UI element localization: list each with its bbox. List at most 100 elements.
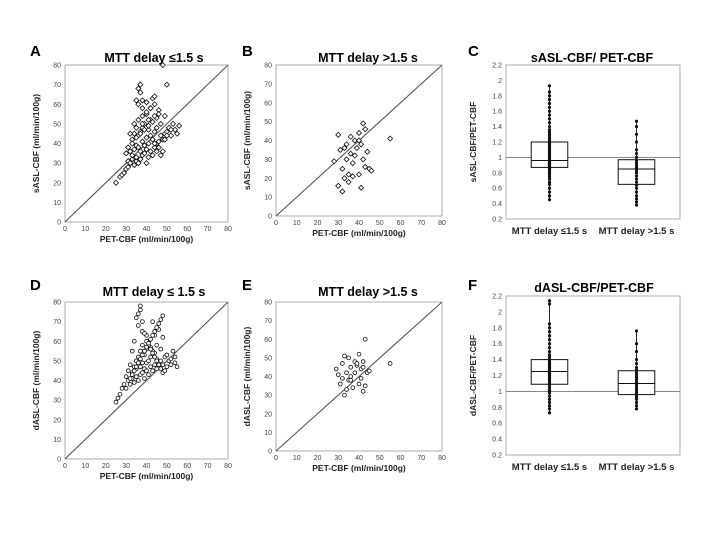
data-point (368, 167, 375, 174)
x-tick-label: 60 (397, 220, 405, 227)
data-point (362, 163, 369, 170)
data-point (634, 342, 639, 346)
data-point (137, 130, 144, 137)
data-point (341, 175, 348, 182)
data-point (547, 355, 552, 359)
data-point (547, 194, 552, 198)
data-point (133, 134, 140, 141)
x-tick-label: 20 (314, 455, 322, 462)
data-point (547, 98, 552, 102)
y-tick-label: 10 (53, 437, 61, 444)
data-point (140, 352, 145, 358)
data-point (367, 368, 372, 374)
data-point (335, 372, 341, 377)
data-point (634, 370, 639, 374)
data-point (123, 374, 129, 379)
data-point (150, 368, 155, 373)
data-point (129, 140, 136, 147)
panel-letter: B (242, 43, 253, 60)
data-point (146, 358, 151, 364)
x-tick-label: 50 (376, 455, 384, 462)
data-point (134, 364, 139, 370)
data-point (149, 136, 156, 143)
data-point (125, 368, 131, 373)
data-point (137, 148, 144, 155)
data-point (547, 109, 552, 113)
x-axis-label: PET-CBF (ml/min/100g) (100, 234, 194, 244)
data-point (125, 144, 132, 151)
panel-letter: E (242, 277, 252, 294)
data-point (145, 140, 152, 147)
data-point (547, 113, 552, 117)
data-point (634, 361, 639, 366)
data-point (331, 158, 338, 165)
data-point (158, 346, 164, 352)
data-point (354, 361, 360, 366)
data-point (139, 120, 146, 127)
data-point (387, 361, 393, 366)
y-tick-label: 60 (264, 337, 272, 344)
data-point (162, 368, 168, 373)
data-point (634, 148, 639, 152)
data-point (358, 141, 365, 148)
data-point (340, 376, 345, 381)
data-point (168, 356, 174, 362)
data-point (547, 132, 552, 136)
data-point (634, 400, 639, 405)
data-point (348, 377, 354, 383)
plot-frame (275, 301, 443, 452)
data-point (364, 148, 371, 155)
data-point (150, 319, 155, 324)
data-point (157, 132, 164, 139)
y-tick-label: 70 (264, 318, 272, 325)
y-tick-label: 40 (53, 141, 61, 148)
x-tick-label: 10 (293, 455, 301, 462)
data-point (150, 350, 155, 356)
data-point (148, 364, 153, 370)
data-point (148, 346, 153, 352)
y-tick-label: 80 (264, 300, 272, 307)
data-point (353, 144, 360, 152)
data-point (547, 385, 552, 390)
data-point (634, 155, 639, 159)
data-point (547, 117, 552, 121)
data-point (634, 203, 639, 207)
data-point (158, 317, 164, 322)
data-point (154, 366, 159, 372)
data-point (547, 177, 552, 181)
data-point (335, 131, 342, 138)
data-point (164, 364, 170, 370)
data-point (161, 112, 168, 120)
data-point (151, 112, 158, 120)
data-point (547, 400, 552, 405)
data-point (149, 118, 156, 125)
data-point (547, 404, 552, 408)
y-tick-label: 10 (264, 430, 272, 437)
y-tick-label: 0.2 (492, 217, 502, 224)
data-point (142, 348, 147, 354)
data-point (634, 392, 639, 397)
data-point (360, 359, 366, 364)
data-point (340, 361, 345, 366)
x-tick-label: 20 (102, 226, 110, 233)
data-point (141, 142, 148, 149)
data-point (547, 407, 552, 411)
data-point (146, 372, 151, 377)
x-tick-label: 70 (204, 463, 212, 470)
data-point (131, 380, 137, 385)
x-tick-label: 80 (224, 463, 232, 470)
y-tick-label: 10 (264, 195, 272, 202)
data-point (158, 366, 164, 372)
data-point (168, 362, 174, 368)
x-axis-label: PET-CBF (ml/min/100g) (100, 471, 194, 481)
y-tick-label: 1 (498, 155, 502, 162)
data-point (135, 144, 142, 151)
data-point (134, 374, 139, 379)
data-point (547, 322, 552, 326)
x-tick-label: 10 (81, 463, 89, 470)
plot-frame (505, 64, 681, 220)
data-point (140, 360, 145, 366)
data-point (634, 158, 639, 163)
panel-d: D MTT delay ≤ 1.5 s 0 10 20 30 40 50 60 70 80 dASL-… (30, 277, 232, 481)
